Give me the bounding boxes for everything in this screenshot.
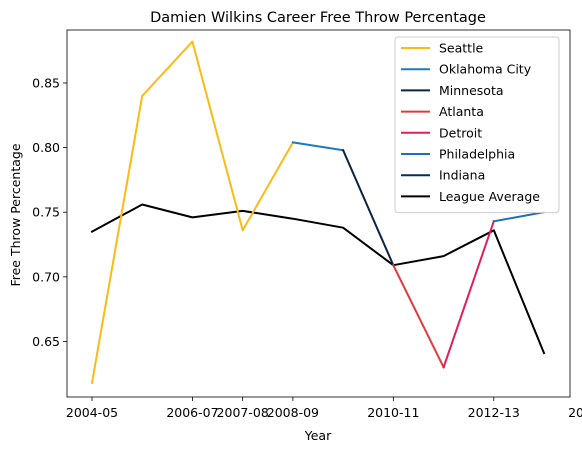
y-tick-label: 0.85: [32, 75, 60, 90]
x-tick-label: 2006-07: [166, 405, 218, 420]
x-tick-label: 2008-09: [267, 405, 319, 420]
y-axis-label: Free Throw Percentage: [8, 143, 23, 286]
y-axis: 0.65 0.70 0.75 0.80 0.85: [32, 75, 67, 349]
series-line-league-average: [90, 203, 546, 355]
y-tick-label: 0.80: [32, 140, 60, 155]
legend-label: Minnesota: [439, 83, 504, 98]
x-tick-label: 2012-13: [468, 405, 520, 420]
legend-label: Indiana: [439, 168, 485, 183]
x-tick-label: 2017-18: [568, 405, 582, 420]
plot-lines: [90, 40, 546, 384]
series-line-seattle: [90, 40, 295, 384]
legend-label: Philadelphia: [439, 147, 515, 162]
series-line-philadelphia: [492, 211, 546, 223]
series-line-detroit: [442, 220, 496, 369]
legend-label: Atlanta: [439, 104, 484, 119]
legend-box: [394, 36, 560, 214]
y-tick-label: 0.65: [32, 334, 60, 349]
legend-label: Oklahoma City: [439, 62, 532, 77]
legend-label: Seattle: [439, 41, 484, 56]
chart-title: Damien Wilkins Career Free Throw Percent…: [150, 10, 486, 26]
x-tick-label: 2010-11: [367, 405, 419, 420]
x-axis-label: Year: [304, 428, 332, 443]
legend: Seattle Oklahoma City Minnesota Atlanta Detr…: [394, 36, 560, 214]
legend-label: League Average: [439, 189, 540, 204]
y-tick-label: 0.75: [32, 205, 60, 220]
plot-frame: [66, 29, 571, 398]
y-tick-label: 0.70: [32, 269, 60, 284]
series-line-minnesota: [341, 148, 395, 267]
series-line-oklahoma-city: [291, 141, 345, 152]
legend-label: Detroit: [439, 125, 482, 140]
x-tick-label: 2007-08: [217, 405, 269, 420]
series-line-atlanta: [391, 263, 445, 369]
x-tick-label: 2004-05: [66, 405, 118, 420]
